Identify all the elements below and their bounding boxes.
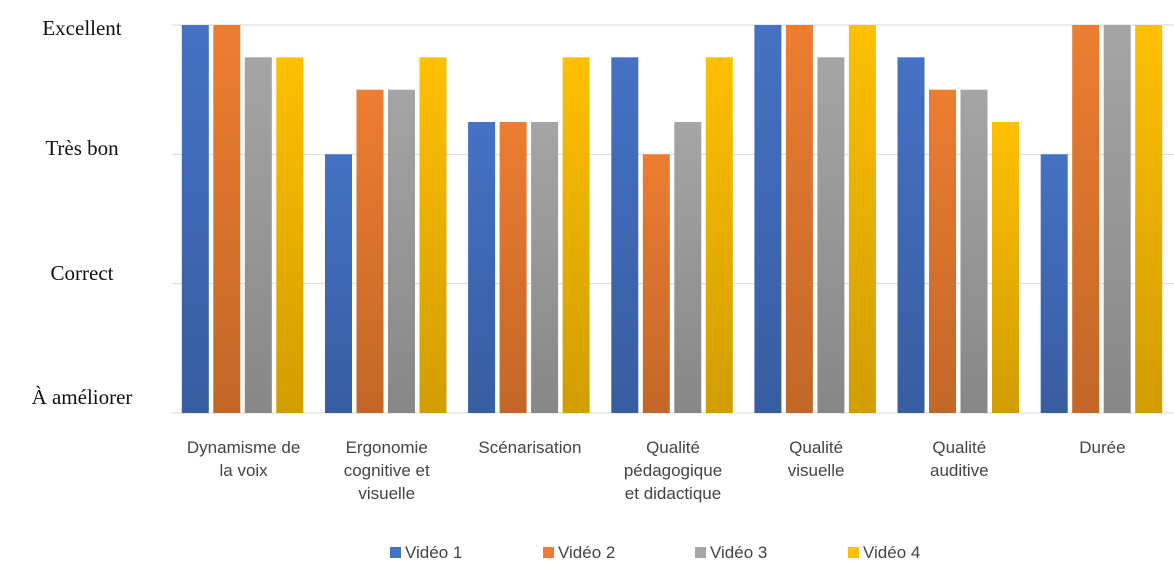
bar-qualite-pedagogique-et-didactique-video-3	[674, 122, 702, 413]
x-tick-line: visuelle	[358, 484, 415, 503]
bar-scenarisation-video-3	[531, 122, 559, 413]
bar-ergonomie-cognitive-et-visuelle-video-4	[419, 57, 447, 414]
bar-duree-video-2	[1072, 25, 1100, 413]
x-tick-line: Dynamisme de	[187, 438, 300, 457]
bar-scenarisation-video-4	[562, 57, 590, 414]
y-tick-tres-bon: Très bon	[45, 136, 119, 160]
x-tick-qualite-auditive: Qualité auditive	[930, 438, 989, 480]
bar-dynamisme-de-la-voix-video-2	[213, 25, 241, 413]
bars	[181, 25, 1163, 414]
legend-swatch-video-2	[543, 547, 554, 558]
y-tick-correct: Correct	[51, 261, 114, 285]
x-tick-line: Durée	[1079, 438, 1125, 457]
legend-swatch-video-4	[848, 547, 859, 558]
x-tick-line: Ergonomie	[346, 438, 428, 457]
y-tick-a-ameliorer: À améliorer	[32, 385, 133, 409]
x-tick-line: auditive	[930, 461, 989, 480]
x-tick-line: Qualité	[789, 438, 843, 457]
x-tick-duree: Durée	[1079, 438, 1125, 457]
x-tick-qualite-pedagogique-et-didactique: Qualité pédagogique et didactique	[624, 438, 722, 503]
x-tick-line: et didactique	[625, 484, 721, 503]
x-tick-dynamisme-de-la-voix: Dynamisme de la voix	[187, 438, 300, 480]
legend-label-video-3: Vidéo 3	[710, 543, 767, 562]
bar-dynamisme-de-la-voix-video-3	[244, 57, 272, 414]
bar-qualite-auditive-video-2	[929, 89, 956, 413]
bar-qualite-auditive-video-1	[897, 57, 925, 414]
x-tick-qualite-visuelle: Qualité visuelle	[788, 438, 845, 480]
grid	[172, 24, 1174, 414]
bar-qualite-visuelle-video-3	[817, 57, 845, 414]
bar-duree-video-1	[1040, 154, 1068, 414]
bar-scenarisation-video-1	[468, 122, 496, 413]
y-tick-excellent: Excellent	[42, 16, 121, 40]
bar-dynamisme-de-la-voix-video-1	[181, 25, 209, 413]
x-axis-ticks: Dynamisme de la voix Ergonomie cognitive et…	[187, 438, 1126, 503]
bar-qualite-visuelle-video-2	[785, 25, 813, 413]
legend-swatch-video-3	[695, 547, 706, 558]
x-tick-scenarisation: Scénarisation	[478, 438, 581, 457]
legend-label-video-2: Vidéo 2	[558, 543, 615, 562]
x-tick-line: cognitive et	[344, 461, 430, 480]
x-tick-line: Qualité	[932, 438, 986, 457]
legend-label-video-1: Vidéo 1	[405, 543, 462, 562]
bar-scenarisation-video-2	[499, 122, 527, 413]
bar-qualite-pedagogique-et-didactique-video-2	[642, 154, 670, 414]
bar-qualite-pedagogique-et-didactique-video-1	[611, 57, 639, 414]
bar-duree-video-4	[1135, 25, 1163, 413]
x-tick-line: pédagogique	[624, 461, 722, 480]
bar-dynamisme-de-la-voix-video-4	[276, 57, 304, 414]
bar-duree-video-3	[1103, 25, 1131, 413]
bar-ergonomie-cognitive-et-visuelle-video-2	[356, 89, 384, 413]
x-tick-ergonomie-cognitive-et-visuelle: Ergonomie cognitive et visuelle	[344, 438, 430, 503]
legend: Vidéo 1 Vidéo 2 Vidéo 3 Vidéo 4	[390, 543, 920, 562]
bar-qualite-visuelle-video-4	[848, 25, 876, 413]
bar-ergonomie-cognitive-et-visuelle-video-3	[388, 89, 415, 413]
bar-qualite-visuelle-video-1	[754, 25, 782, 413]
x-tick-line: Scénarisation	[478, 438, 581, 457]
x-tick-line: Qualité	[646, 438, 700, 457]
bar-ergonomie-cognitive-et-visuelle-video-1	[325, 154, 352, 414]
y-axis-ticks: À améliorer Correct Très bon Excellent	[32, 16, 133, 409]
bar-qualite-pedagogique-et-didactique-video-4	[705, 57, 733, 414]
legend-swatch-video-1	[390, 547, 401, 558]
bar-qualite-auditive-video-3	[960, 89, 988, 413]
legend-label-video-4: Vidéo 4	[863, 543, 920, 562]
x-tick-line: visuelle	[788, 461, 845, 480]
bar-qualite-auditive-video-4	[992, 122, 1019, 413]
x-tick-line: la voix	[220, 461, 269, 480]
